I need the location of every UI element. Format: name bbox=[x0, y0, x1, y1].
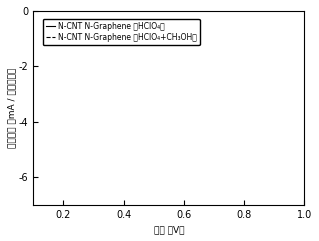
Legend: N-CNT N-Graphene ：HClO₄）, N-CNT N-Graphene ：HClO₄+CH₃OH）: N-CNT N-Graphene ：HClO₄）, N-CNT N-Graphe… bbox=[42, 19, 200, 45]
X-axis label: 电势 （V）: 电势 （V） bbox=[154, 225, 184, 234]
Y-axis label: 电流密度 （mA / 平方厘米）: 电流密度 （mA / 平方厘米） bbox=[7, 68, 16, 148]
